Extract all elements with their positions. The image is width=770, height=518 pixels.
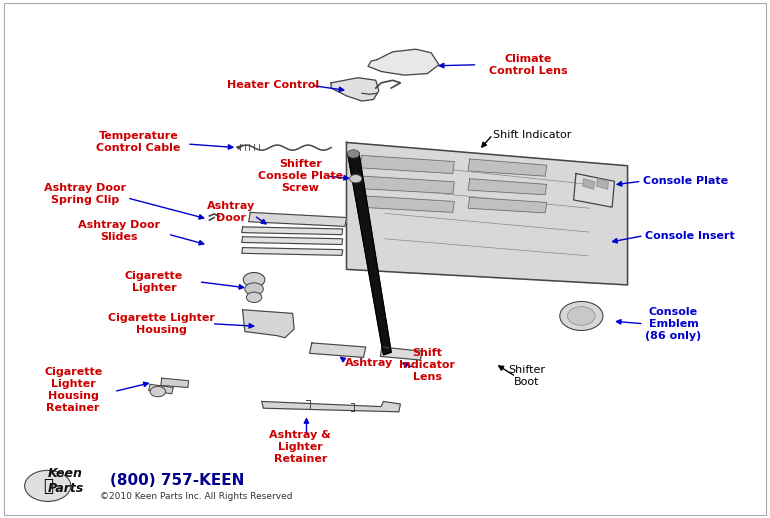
Polygon shape <box>583 179 594 189</box>
Polygon shape <box>468 179 547 195</box>
Text: Ashtray Door
Spring Clip: Ashtray Door Spring Clip <box>44 183 126 205</box>
Text: (800) 757-KEEN: (800) 757-KEEN <box>110 473 244 488</box>
Text: Ashtray Door
Slides: Ashtray Door Slides <box>79 220 160 241</box>
Text: Cigarette
Lighter: Cigarette Lighter <box>125 271 183 293</box>
Text: Temperature
Control Cable: Temperature Control Cable <box>96 132 181 153</box>
Polygon shape <box>243 310 294 338</box>
Polygon shape <box>149 384 173 394</box>
Text: ©2010 Keen Parts Inc. All Rights Reserved: ©2010 Keen Parts Inc. All Rights Reserve… <box>100 492 293 501</box>
Text: Ashtray
Door: Ashtray Door <box>207 202 255 223</box>
Polygon shape <box>368 49 439 75</box>
Circle shape <box>150 386 166 397</box>
Polygon shape <box>242 237 343 244</box>
Polygon shape <box>360 176 454 194</box>
Text: Ashtray &
Lighter
Retainer: Ashtray & Lighter Retainer <box>270 429 331 464</box>
Text: Heater Control: Heater Control <box>227 80 320 91</box>
Text: Cigarette Lighter
Housing: Cigarette Lighter Housing <box>109 313 215 335</box>
Text: Ashtray: Ashtray <box>345 357 393 368</box>
Polygon shape <box>468 197 547 213</box>
Polygon shape <box>262 401 400 412</box>
Circle shape <box>25 470 71 501</box>
Text: Cigarette
Lighter
Housing
Retainer: Cigarette Lighter Housing Retainer <box>44 367 102 412</box>
Polygon shape <box>249 212 346 226</box>
Polygon shape <box>468 159 547 176</box>
Text: Shift
Indicator
Lens: Shift Indicator Lens <box>400 348 455 382</box>
Polygon shape <box>348 153 391 355</box>
Polygon shape <box>360 155 454 174</box>
Circle shape <box>347 150 360 158</box>
Text: Shifter
Console Plate
Screw: Shifter Console Plate Screw <box>258 159 343 193</box>
Polygon shape <box>242 227 343 235</box>
Text: 🚗: 🚗 <box>43 477 52 495</box>
Circle shape <box>567 307 595 325</box>
Text: Console
Emblem
(86 only): Console Emblem (86 only) <box>645 307 701 341</box>
Polygon shape <box>161 378 189 387</box>
Polygon shape <box>310 343 366 357</box>
Text: Console Plate: Console Plate <box>643 176 728 186</box>
Circle shape <box>245 283 263 295</box>
Text: Climate
Control Lens: Climate Control Lens <box>489 54 567 76</box>
Text: Keen
Parts: Keen Parts <box>47 467 84 495</box>
Text: Shift Indicator: Shift Indicator <box>493 130 571 140</box>
Text: Console Insert: Console Insert <box>645 231 735 241</box>
Circle shape <box>246 292 262 303</box>
Circle shape <box>243 272 265 287</box>
Polygon shape <box>360 196 454 212</box>
Polygon shape <box>242 248 343 255</box>
Polygon shape <box>331 78 379 101</box>
Polygon shape <box>346 142 628 285</box>
Polygon shape <box>574 174 614 207</box>
Circle shape <box>560 301 603 330</box>
Text: Shifter
Boot: Shifter Boot <box>508 365 545 386</box>
Polygon shape <box>597 179 608 189</box>
Polygon shape <box>380 347 422 360</box>
Circle shape <box>350 175 362 183</box>
